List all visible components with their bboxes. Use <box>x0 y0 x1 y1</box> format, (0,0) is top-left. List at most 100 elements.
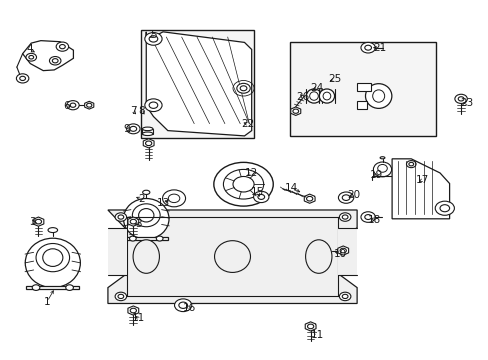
Ellipse shape <box>25 238 80 288</box>
Text: 25: 25 <box>327 75 341 85</box>
Circle shape <box>364 215 371 220</box>
Polygon shape <box>128 217 139 226</box>
Text: 11: 11 <box>131 313 144 323</box>
Ellipse shape <box>132 204 160 227</box>
Text: 19: 19 <box>369 170 382 180</box>
Circle shape <box>339 213 350 221</box>
Circle shape <box>52 59 58 63</box>
Ellipse shape <box>123 198 169 239</box>
Circle shape <box>66 101 79 110</box>
Text: 7: 7 <box>130 106 136 116</box>
Polygon shape <box>108 210 356 303</box>
Bar <box>289 42 435 136</box>
Circle shape <box>20 76 25 81</box>
Ellipse shape <box>365 84 391 108</box>
Circle shape <box>174 299 191 312</box>
Circle shape <box>115 213 126 221</box>
Circle shape <box>342 215 347 219</box>
Circle shape <box>56 42 68 51</box>
Ellipse shape <box>377 165 386 172</box>
Circle shape <box>439 205 448 212</box>
Text: 23: 23 <box>460 98 473 108</box>
Circle shape <box>17 74 29 83</box>
Circle shape <box>179 302 187 309</box>
Circle shape <box>144 32 162 45</box>
Circle shape <box>434 201 453 215</box>
Polygon shape <box>337 246 348 255</box>
Text: 13: 13 <box>156 198 169 208</box>
Circle shape <box>342 195 349 201</box>
Circle shape <box>145 141 151 145</box>
Circle shape <box>457 97 463 101</box>
Circle shape <box>408 162 413 166</box>
Circle shape <box>223 170 263 199</box>
Ellipse shape <box>142 127 153 131</box>
Ellipse shape <box>36 243 69 272</box>
Polygon shape <box>290 107 300 116</box>
Circle shape <box>115 292 126 301</box>
Text: 11: 11 <box>310 329 324 339</box>
Text: 3: 3 <box>29 217 36 227</box>
Circle shape <box>307 324 313 329</box>
Circle shape <box>292 109 298 113</box>
Circle shape <box>130 219 136 224</box>
Ellipse shape <box>319 89 334 103</box>
Polygon shape <box>22 41 73 71</box>
Circle shape <box>339 292 350 301</box>
Polygon shape <box>143 139 154 148</box>
Text: 16: 16 <box>183 303 196 313</box>
Text: 21: 21 <box>372 43 386 53</box>
Polygon shape <box>108 228 127 275</box>
Text: 10: 10 <box>333 249 346 259</box>
Circle shape <box>49 57 61 65</box>
Circle shape <box>406 161 415 168</box>
Text: 4: 4 <box>26 45 33 54</box>
Ellipse shape <box>138 208 154 222</box>
Circle shape <box>26 53 37 61</box>
Text: 17: 17 <box>415 175 428 185</box>
Text: 3: 3 <box>135 219 141 229</box>
Circle shape <box>118 294 123 298</box>
Circle shape <box>257 194 264 199</box>
Text: 26: 26 <box>296 92 309 102</box>
Circle shape <box>130 126 137 131</box>
Circle shape <box>338 192 353 203</box>
Polygon shape <box>128 306 139 315</box>
Circle shape <box>130 308 136 313</box>
Ellipse shape <box>323 92 330 100</box>
Polygon shape <box>33 217 44 226</box>
Polygon shape <box>84 101 94 109</box>
Circle shape <box>144 99 162 112</box>
Text: 8: 8 <box>138 106 144 116</box>
Ellipse shape <box>305 89 321 103</box>
Ellipse shape <box>373 162 391 177</box>
Circle shape <box>360 42 375 53</box>
Text: 14: 14 <box>284 183 298 193</box>
Bar <box>142 129 153 134</box>
Ellipse shape <box>48 228 58 233</box>
Text: 12: 12 <box>244 168 258 178</box>
Circle shape <box>149 36 158 42</box>
Polygon shape <box>356 83 371 91</box>
Circle shape <box>29 55 34 59</box>
Circle shape <box>35 219 41 224</box>
Circle shape <box>253 191 268 203</box>
Text: 2: 2 <box>138 194 144 204</box>
Polygon shape <box>337 228 356 275</box>
Circle shape <box>213 162 273 206</box>
Circle shape <box>340 248 346 253</box>
Text: 20: 20 <box>346 190 360 200</box>
Text: 18: 18 <box>367 215 381 225</box>
Polygon shape <box>26 286 79 289</box>
Ellipse shape <box>305 240 331 273</box>
Polygon shape <box>391 159 448 219</box>
Ellipse shape <box>142 132 153 136</box>
Bar <box>141 30 254 138</box>
Circle shape <box>149 102 158 108</box>
Ellipse shape <box>42 249 63 266</box>
Text: 1: 1 <box>43 297 50 307</box>
Circle shape <box>86 103 92 107</box>
Polygon shape <box>146 32 251 136</box>
Text: 15: 15 <box>251 187 264 197</box>
Ellipse shape <box>142 190 149 194</box>
